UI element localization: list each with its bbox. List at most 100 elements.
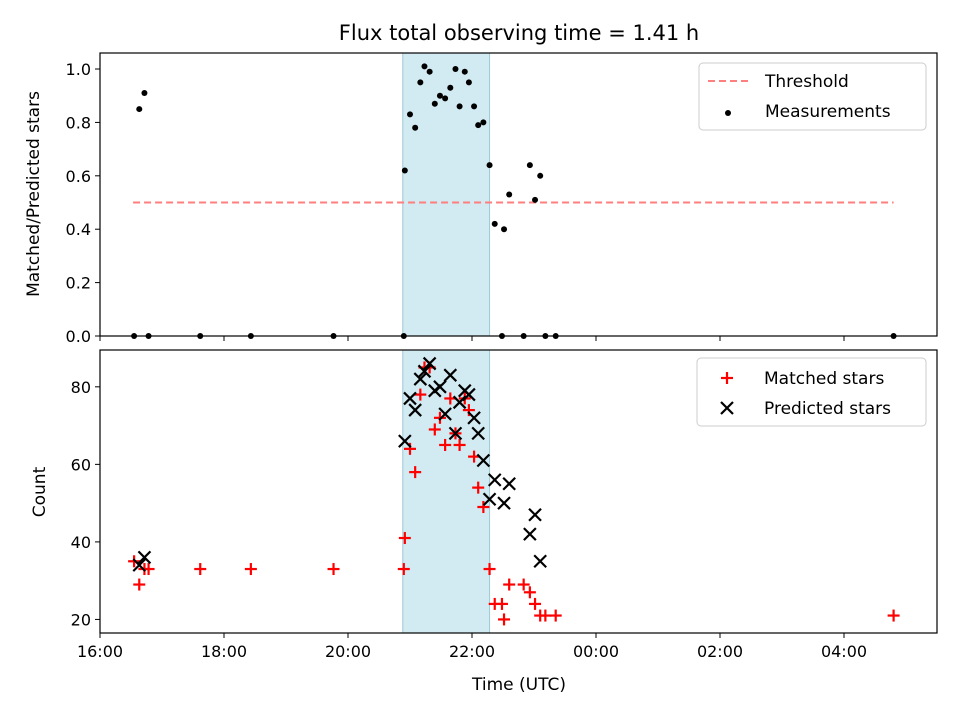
measurement-point	[141, 90, 148, 97]
predicted-star-point	[482, 492, 497, 507]
matched-star-point	[549, 609, 562, 622]
measurement-point	[537, 172, 544, 179]
predicted-star-point	[443, 368, 458, 382]
top-y-ticks: 0.0 0.2 0.4 0.6 0.8 1.0	[66, 60, 100, 346]
predicted-star-point	[398, 434, 412, 448]
measurement-point	[491, 220, 498, 227]
predicted-star-point	[462, 387, 476, 402]
top-panel: Flux total observing time = 1.41 h Match…	[24, 21, 938, 346]
matched-star-point	[244, 563, 257, 576]
measurement-point	[431, 100, 438, 107]
measurement-point	[436, 92, 443, 99]
measurement-point	[407, 111, 413, 118]
y-tick-label: 0.2	[66, 274, 91, 293]
legend-matched-swatch	[721, 372, 733, 384]
x-tick-label: 20:00	[325, 642, 371, 661]
top-legend: Threshold Measurements	[698, 62, 927, 131]
measurement-point	[506, 191, 513, 198]
matched-star-point	[477, 501, 490, 514]
measurement-point	[401, 167, 408, 174]
predicted-star-point	[408, 403, 422, 417]
measurement-point	[461, 68, 468, 75]
x-tick-label: 16:00	[77, 642, 123, 661]
matched-star-point	[428, 423, 441, 436]
y-tick-label: 80	[71, 378, 91, 397]
x-tick-label: 22:00	[449, 642, 495, 661]
measurement-point	[471, 103, 478, 110]
bottom-legend: Matched stars Predicted stars	[696, 357, 927, 427]
matched-star-point	[439, 438, 452, 451]
matched-star-point	[539, 609, 552, 622]
predicted-star-point	[471, 426, 485, 441]
matched-star-point	[453, 438, 466, 451]
legend-predicted-swatch	[720, 401, 734, 415]
y-tick-label: 1.0	[66, 60, 91, 79]
measurement-point	[447, 84, 454, 91]
predicted-star-point	[433, 380, 447, 394]
measurement-point	[475, 122, 482, 129]
top-x-ticks	[99, 336, 845, 341]
matched-star-point	[398, 532, 411, 545]
matched-star-point	[483, 563, 496, 576]
y-tick-label: 0.0	[66, 327, 91, 346]
measurement-point	[442, 95, 449, 102]
matched-star-point	[529, 597, 542, 610]
predicted-star-point	[523, 527, 537, 541]
bottom-highlight-span	[402, 349, 491, 634]
legend-threshold-label: Threshold	[764, 72, 849, 92]
measurements-series	[131, 63, 897, 339]
measurement-point	[421, 63, 428, 70]
predicted-star-point	[438, 407, 452, 421]
top-axes-frame	[99, 52, 938, 337]
predicted-star-point	[476, 453, 491, 468]
matched-star-point	[472, 481, 485, 494]
predicted-star-point	[528, 507, 542, 522]
predicted-star-point	[533, 554, 547, 569]
bottom-legend-box	[696, 357, 927, 427]
legend-matched-label: Matched stars	[764, 369, 884, 389]
legend-measurements-swatch	[725, 110, 731, 116]
measurement-point	[532, 196, 539, 203]
bottom-panel: Count Time (UTC) 20 40 60 80 16:00 18:00 20:0…	[30, 349, 938, 695]
matched-star-point	[495, 597, 508, 610]
legend-measurements-label: Measurements	[765, 102, 891, 122]
bottom-axes-frame	[99, 349, 938, 634]
y-tick-label: 0.6	[66, 167, 91, 186]
matched-star-point	[887, 609, 900, 622]
y-tick-label: 0.4	[66, 220, 91, 239]
predicted-stars-series	[132, 356, 547, 572]
predicted-star-point	[502, 476, 516, 491]
measurement-point	[486, 162, 493, 169]
predicted-star-point	[132, 558, 147, 572]
measurement-point	[465, 79, 472, 86]
matched-star-point	[523, 586, 536, 599]
matched-star-point	[327, 563, 340, 576]
measurement-point	[501, 226, 508, 233]
matched-star-point	[498, 613, 511, 626]
legend-predicted-label: Predicted stars	[764, 399, 891, 419]
x-tick-label: 04:00	[821, 642, 867, 661]
predicted-star-point	[448, 426, 463, 441]
measurement-point	[480, 119, 487, 126]
y-tick-label: 20	[71, 610, 91, 629]
measurement-point	[452, 66, 459, 73]
top-y-axis-label: Matched/Predicted stars	[24, 91, 44, 297]
measurement-point	[456, 103, 463, 110]
x-tick-label: 02:00	[697, 642, 743, 661]
y-tick-label: 0.8	[66, 113, 91, 132]
bottom-y-axis-label: Count	[30, 466, 50, 517]
y-tick-label: 60	[71, 455, 91, 474]
measurement-point	[136, 106, 143, 113]
predicted-star-point	[417, 364, 432, 379]
top-legend-box	[698, 62, 927, 131]
measurement-point	[412, 124, 419, 131]
measurement-point	[417, 79, 424, 86]
chart-title: Flux total observing time = 1.41 h	[339, 21, 699, 45]
predicted-star-point	[403, 391, 417, 406]
measurement-point	[426, 68, 433, 75]
predicted-star-point	[487, 473, 502, 487]
matched-star-point	[503, 578, 516, 591]
x-tick-label: 00:00	[573, 642, 619, 661]
measurement-point	[526, 162, 533, 169]
